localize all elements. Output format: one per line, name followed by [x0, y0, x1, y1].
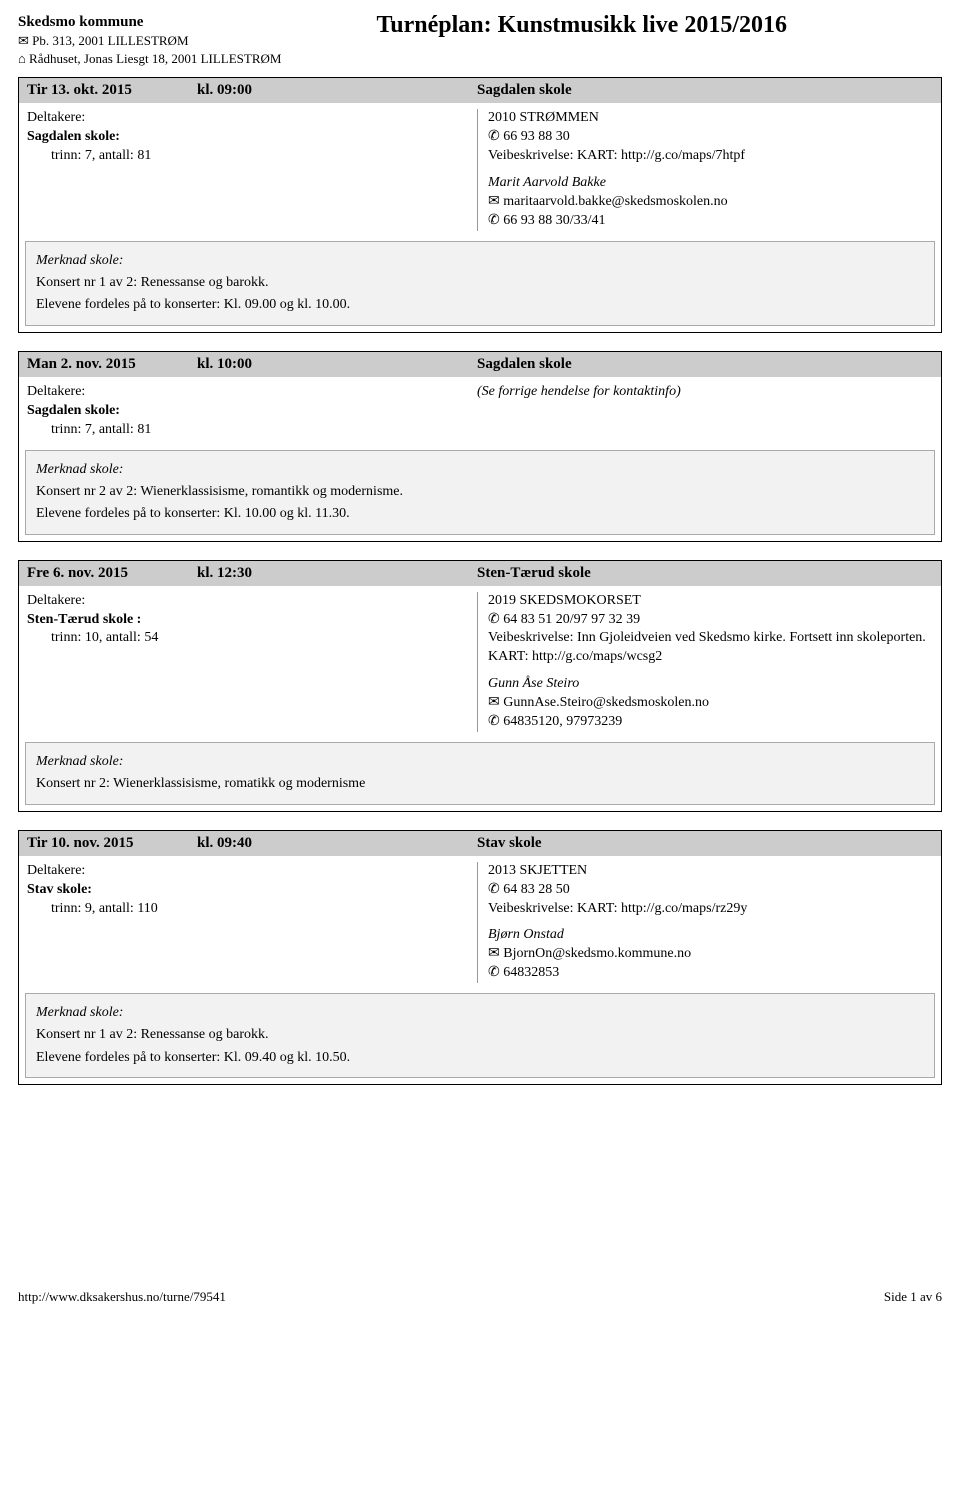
- venue-contact-block: 2010 STRØMMEN✆ 66 93 88 30Veibeskrivelse…: [477, 109, 933, 230]
- venue-address: 2019 SKEDSMOKORSET: [488, 592, 933, 611]
- event-time: kl. 10:00: [197, 356, 477, 373]
- school-name: Stav skole:: [27, 881, 467, 900]
- deltakere-label: Deltakere:: [27, 862, 467, 881]
- venue-phone: ✆ 66 93 88 30: [488, 128, 933, 147]
- venue-directions: Veibeskrivelse: Inn Gjoleidveien ved Ske…: [488, 629, 933, 667]
- deltakere-label: Deltakere:: [27, 383, 467, 402]
- venue-contact-block: (Se forrige hendelse for kontaktinfo): [477, 383, 933, 440]
- event-time: kl. 09:00: [197, 82, 477, 99]
- event-body: Deltakere:Sagdalen skole:trinn: 7, antal…: [19, 377, 941, 450]
- venue-phone: ✆ 64 83 51 20/97 97 32 39: [488, 611, 933, 630]
- venue-phone: ✆ 64 83 28 50: [488, 881, 933, 900]
- event-body: Deltakere:Sten-Tærud skole :trinn: 10, a…: [19, 586, 941, 742]
- note-line: Konsert nr 2: Wienerklassisisme, romatik…: [36, 773, 924, 795]
- event-header: Tir 10. nov. 2015kl. 09:40Stav skole: [19, 831, 941, 856]
- venue-contact-block: 2019 SKEDSMOKORSET✆ 64 83 51 20/97 97 32…: [477, 592, 933, 732]
- event-venue: Sten-Tærud skole: [477, 565, 933, 582]
- event-card: Man 2. nov. 2015kl. 10:00Sagdalen skoleD…: [18, 351, 942, 542]
- participants-block: Deltakere:Sagdalen skole:trinn: 7, antal…: [27, 109, 477, 230]
- see-previous: (Se forrige hendelse for kontaktinfo): [477, 383, 933, 402]
- event-time: kl. 09:40: [197, 835, 477, 852]
- note-title: Merknad skole:: [36, 459, 924, 481]
- event-body: Deltakere:Stav skole:trinn: 9, antall: 1…: [19, 856, 941, 993]
- venue-directions: Veibeskrivelse: KART: http://g.co/maps/7…: [488, 147, 933, 166]
- page-header: Skedsmo kommune ✉ Pb. 313, 2001 LILLESTR…: [18, 12, 942, 67]
- contact-email: ✉ BjornOn@skedsmo.kommune.no: [488, 945, 933, 964]
- venue-address: 2010 STRØMMEN: [488, 109, 933, 128]
- deltakere-label: Deltakere:: [27, 109, 467, 128]
- contact-email: ✉ maritaarvold.bakke@skedsmoskolen.no: [488, 193, 933, 212]
- event-header: Fre 6. nov. 2015kl. 12:30Sten-Tærud skol…: [19, 561, 941, 586]
- contact-phone: ✆ 64832853: [488, 964, 933, 983]
- deltakere-label: Deltakere:: [27, 592, 467, 611]
- event-venue: Sagdalen skole: [477, 82, 933, 99]
- note-line: Konsert nr 2 av 2: Wienerklassisisme, ro…: [36, 481, 924, 503]
- event-date: Tir 10. nov. 2015: [27, 835, 197, 852]
- participants-block: Deltakere:Stav skole:trinn: 9, antall: 1…: [27, 862, 477, 983]
- event-header: Man 2. nov. 2015kl. 10:00Sagdalen skole: [19, 352, 941, 377]
- sender-line2: ⌂ Rådhuset, Jonas Liesgt 18, 2001 LILLES…: [18, 50, 281, 68]
- school-name: Sagdalen skole:: [27, 402, 467, 421]
- event-body: Deltakere:Sagdalen skole:trinn: 7, antal…: [19, 103, 941, 240]
- footer-url: http://www.dksakershus.no/turne/79541: [18, 1289, 226, 1305]
- trinn-line: trinn: 10, antall: 54: [27, 629, 467, 648]
- event-time: kl. 12:30: [197, 565, 477, 582]
- note-line: Elevene fordeles på to konserter: Kl. 10…: [36, 503, 924, 525]
- note-line: Elevene fordeles på to konserter: Kl. 09…: [36, 1047, 924, 1069]
- participants-block: Deltakere:Sten-Tærud skole :trinn: 10, a…: [27, 592, 477, 732]
- page-title: Turnéplan: Kunstmusikk live 2015/2016: [221, 12, 942, 39]
- contact-phone: ✆ 66 93 88 30/33/41: [488, 212, 933, 231]
- venue-contact-block: 2013 SKJETTEN✆ 64 83 28 50Veibeskrivelse…: [477, 862, 933, 983]
- event-date: Tir 13. okt. 2015: [27, 82, 197, 99]
- contact-name: Marit Aarvold Bakke: [488, 174, 933, 193]
- event-card: Tir 13. okt. 2015kl. 09:00Sagdalen skole…: [18, 77, 942, 333]
- event-date: Man 2. nov. 2015: [27, 356, 197, 373]
- venue-address: 2013 SKJETTEN: [488, 862, 933, 881]
- note-title: Merknad skole:: [36, 1002, 924, 1024]
- trinn-line: trinn: 7, antall: 81: [27, 421, 467, 440]
- trinn-line: trinn: 7, antall: 81: [27, 147, 467, 166]
- page-footer: http://www.dksakershus.no/turne/79541 Si…: [18, 1285, 942, 1309]
- contact-name: Bjørn Onstad: [488, 926, 933, 945]
- event-venue: Sagdalen skole: [477, 356, 933, 373]
- note-title: Merknad skole:: [36, 250, 924, 272]
- venue-directions: Veibeskrivelse: KART: http://g.co/maps/r…: [488, 900, 933, 919]
- note-line: Elevene fordeles på to konserter: Kl. 09…: [36, 294, 924, 316]
- participants-block: Deltakere:Sagdalen skole:trinn: 7, antal…: [27, 383, 477, 440]
- event-venue: Stav skole: [477, 835, 933, 852]
- note-line: Konsert nr 1 av 2: Renessanse og barokk.: [36, 1024, 924, 1046]
- note-block: Merknad skole:Konsert nr 2 av 2: Wienerk…: [25, 450, 935, 535]
- note-block: Merknad skole:Konsert nr 2: Wienerklassi…: [25, 742, 935, 805]
- note-block: Merknad skole:Konsert nr 1 av 2: Renessa…: [25, 241, 935, 326]
- note-line: Konsert nr 1 av 2: Renessanse og barokk.: [36, 272, 924, 294]
- event-header: Tir 13. okt. 2015kl. 09:00Sagdalen skole: [19, 78, 941, 103]
- note-block: Merknad skole:Konsert nr 1 av 2: Renessa…: [25, 993, 935, 1078]
- contact-name: Gunn Åse Steiro: [488, 675, 933, 694]
- contact-email: ✉ GunnAse.Steiro@skedsmoskolen.no: [488, 694, 933, 713]
- event-card: Fre 6. nov. 2015kl. 12:30Sten-Tærud skol…: [18, 560, 942, 812]
- event-card: Tir 10. nov. 2015kl. 09:40Stav skoleDelt…: [18, 830, 942, 1086]
- note-title: Merknad skole:: [36, 751, 924, 773]
- trinn-line: trinn: 9, antall: 110: [27, 900, 467, 919]
- event-date: Fre 6. nov. 2015: [27, 565, 197, 582]
- footer-page: Side 1 av 6: [884, 1289, 942, 1305]
- contact-phone: ✆ 64835120, 97973239: [488, 713, 933, 732]
- school-name: Sagdalen skole:: [27, 128, 467, 147]
- school-name: Sten-Tærud skole :: [27, 611, 467, 630]
